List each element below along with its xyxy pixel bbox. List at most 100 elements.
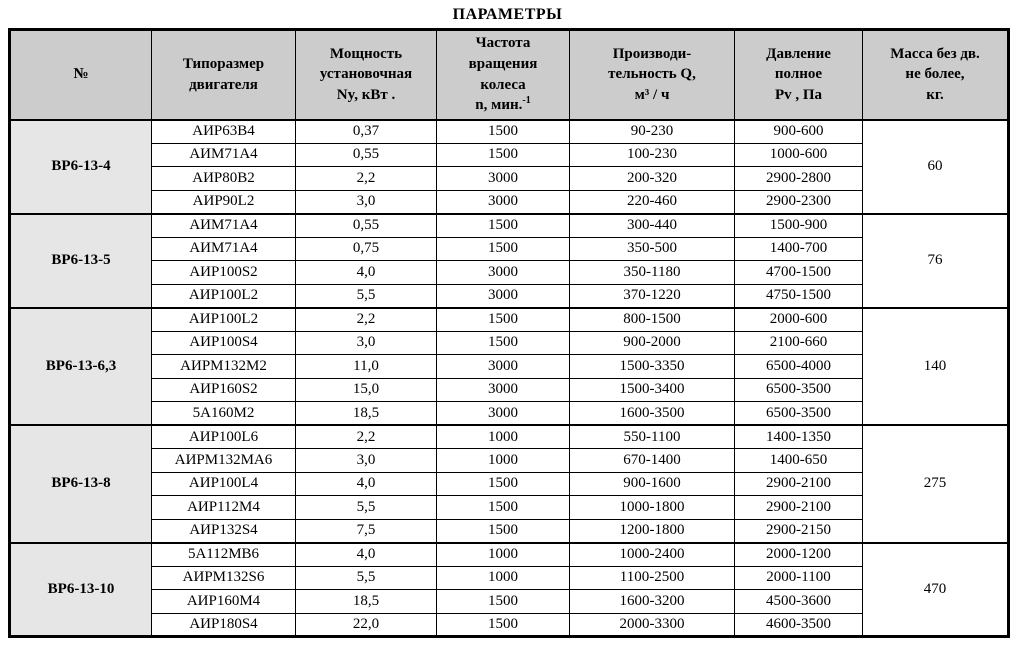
rpm-cell: 1000 bbox=[436, 541, 570, 567]
pressure-cell: 2900-2100 bbox=[734, 471, 863, 496]
pressure-cell: 6500-3500 bbox=[734, 401, 863, 426]
header-label: Производи- тельность Q, м³ / ч bbox=[608, 45, 696, 104]
pressure-cell: 2000-1200 bbox=[734, 541, 863, 567]
table-row: АИР90L2 3,0 3000 220-460 2900-2300 bbox=[9, 189, 1009, 214]
group-label-cell: ВР6-13-8 bbox=[9, 424, 152, 543]
power-cell: 5,5 bbox=[295, 565, 437, 590]
motor-cell: АИРМ132М2 bbox=[151, 354, 296, 379]
rpm-cell: 3000 bbox=[436, 377, 570, 402]
pressure-cell: 4600-3500 bbox=[734, 612, 863, 637]
mass-cell: 470 bbox=[862, 541, 1009, 637]
motor-cell: АИРМ132S6 bbox=[151, 565, 296, 590]
power-cell: 2,2 bbox=[295, 166, 437, 191]
page-title: ПАРАМЕТРЫ bbox=[452, 6, 563, 23]
power-cell: 11,0 bbox=[295, 354, 437, 379]
pressure-cell: 2000-1100 bbox=[734, 565, 863, 590]
table-row: АИР112М4 5,5 1500 1000-1800 2900-2100 bbox=[9, 495, 1009, 520]
table-row: АИР160S2 15,0 3000 1500-3400 6500-3500 bbox=[9, 377, 1009, 402]
motor-cell: АИР100L2 bbox=[151, 306, 296, 332]
header-label: Давление полное Pv , Па bbox=[766, 45, 831, 104]
header-cell-power: Мощность установочная Ny, кВт . bbox=[295, 29, 437, 121]
header-cell-flow: Производи- тельность Q, м³ / ч bbox=[569, 29, 735, 121]
rpm-cell: 3000 bbox=[436, 283, 570, 308]
motor-cell: АИР180S4 bbox=[151, 612, 296, 637]
table-row: АИРМ132МА6 3,0 1000 670-1400 1400-650 bbox=[9, 448, 1009, 473]
flow-cell: 2000-3300 bbox=[569, 612, 735, 637]
flow-cell: 550-1100 bbox=[569, 424, 735, 449]
motor-cell: АИМ71А4 bbox=[151, 236, 296, 261]
motor-cell: АИМ71А4 bbox=[151, 142, 296, 167]
rpm-cell: 1500 bbox=[436, 612, 570, 637]
motor-cell: АИР100L6 bbox=[151, 424, 296, 449]
motor-cell: АИР112М4 bbox=[151, 495, 296, 520]
power-cell: 3,0 bbox=[295, 330, 437, 355]
pressure-cell: 2900-2300 bbox=[734, 189, 863, 214]
flow-cell: 1500-3400 bbox=[569, 377, 735, 402]
flow-cell: 800-1500 bbox=[569, 306, 735, 332]
pressure-cell: 1400-1350 bbox=[734, 424, 863, 449]
pressure-cell: 1400-650 bbox=[734, 448, 863, 473]
pressure-cell: 2900-2800 bbox=[734, 166, 863, 191]
flow-cell: 220-460 bbox=[569, 189, 735, 214]
power-cell: 18,5 bbox=[295, 401, 437, 426]
pressure-cell: 6500-3500 bbox=[734, 377, 863, 402]
mass-cell: 275 bbox=[862, 424, 1009, 543]
motor-cell: АИР100L4 bbox=[151, 471, 296, 496]
pressure-cell: 4750-1500 bbox=[734, 283, 863, 308]
table-row: АИР100S4 3,0 1500 900-2000 2100-660 bbox=[9, 330, 1009, 355]
table-row: АИР100S2 4,0 3000 350-1180 4700-1500 bbox=[9, 260, 1009, 285]
pressure-cell: 2900-2100 bbox=[734, 495, 863, 520]
rpm-cell: 1500 bbox=[436, 212, 570, 238]
header-label: № bbox=[73, 66, 89, 83]
power-cell: 22,0 bbox=[295, 612, 437, 637]
flow-cell: 1600-3500 bbox=[569, 401, 735, 426]
rpm-cell: 1500 bbox=[436, 142, 570, 167]
rpm-cell: 3000 bbox=[436, 354, 570, 379]
header-label: Частота вращения колеса n, мин. bbox=[468, 35, 538, 114]
table-row: АИМ71А4 0,75 1500 350-500 1400-700 bbox=[9, 236, 1009, 261]
rpm-cell: 1500 bbox=[436, 330, 570, 355]
power-cell: 0,55 bbox=[295, 212, 437, 238]
rpm-cell: 3000 bbox=[436, 401, 570, 426]
header-cell-mass: Масса без дв. не более, кг. bbox=[862, 29, 1009, 121]
power-cell: 3,0 bbox=[295, 189, 437, 214]
flow-cell: 100-230 bbox=[569, 142, 735, 167]
pressure-cell: 4500-3600 bbox=[734, 589, 863, 614]
flow-cell: 1000-2400 bbox=[569, 541, 735, 567]
table-row: АИР132S4 7,5 1500 1200-1800 2900-2150 bbox=[9, 518, 1009, 543]
parameters-table: № Типоразмер двигателя Мощность установо… bbox=[8, 28, 1010, 638]
rpm-cell: 3000 bbox=[436, 189, 570, 214]
pressure-cell: 1400-700 bbox=[734, 236, 863, 261]
rpm-cell: 3000 bbox=[436, 166, 570, 191]
power-cell: 4,0 bbox=[295, 260, 437, 285]
mass-cell: 60 bbox=[862, 118, 1009, 214]
motor-cell: АИР63В4 bbox=[151, 118, 296, 144]
motor-cell: АИР100S4 bbox=[151, 330, 296, 355]
rpm-cell: 1000 bbox=[436, 448, 570, 473]
power-cell: 0,75 bbox=[295, 236, 437, 261]
rpm-cell: 1500 bbox=[436, 495, 570, 520]
table-row: 5А160М2 18,5 3000 1600-3500 6500-3500 bbox=[9, 401, 1009, 426]
header-cell-rpm: Частота вращения колеса n, мин.-1 bbox=[436, 29, 570, 121]
motor-cell: АИР100S2 bbox=[151, 260, 296, 285]
power-cell: 0,37 bbox=[295, 118, 437, 144]
table-row: ВР6-13-5 АИМ71А4 0,55 1500 300-440 1500-900 76 bbox=[9, 212, 1009, 308]
group-label-cell: ВР6-13-10 bbox=[9, 541, 152, 637]
flow-cell: 1600-3200 bbox=[569, 589, 735, 614]
motor-cell: АИР160М4 bbox=[151, 589, 296, 614]
motor-cell: АИМ71А4 bbox=[151, 212, 296, 238]
rpm-cell: 1500 bbox=[436, 118, 570, 144]
flow-cell: 370-1220 bbox=[569, 283, 735, 308]
pressure-cell: 2900-2150 bbox=[734, 518, 863, 543]
table-row: АИР180S4 22,0 1500 2000-3300 4600-3500 bbox=[9, 612, 1009, 637]
table-row: ВР6-13-8 АИР100L6 2,2 1000 550-1100 1400-1350… bbox=[9, 424, 1009, 543]
table-row: АИР80В2 2,2 3000 200-320 2900-2800 bbox=[9, 166, 1009, 191]
flow-cell: 350-1180 bbox=[569, 260, 735, 285]
rpm-cell: 3000 bbox=[436, 260, 570, 285]
table-row: АИР160М4 18,5 1500 1600-3200 4500-3600 bbox=[9, 589, 1009, 614]
flow-cell: 900-1600 bbox=[569, 471, 735, 496]
rpm-cell: 1500 bbox=[436, 471, 570, 496]
flow-cell: 1500-3350 bbox=[569, 354, 735, 379]
power-cell: 5,5 bbox=[295, 283, 437, 308]
header-cell-motor: Типоразмер двигателя bbox=[151, 29, 296, 121]
